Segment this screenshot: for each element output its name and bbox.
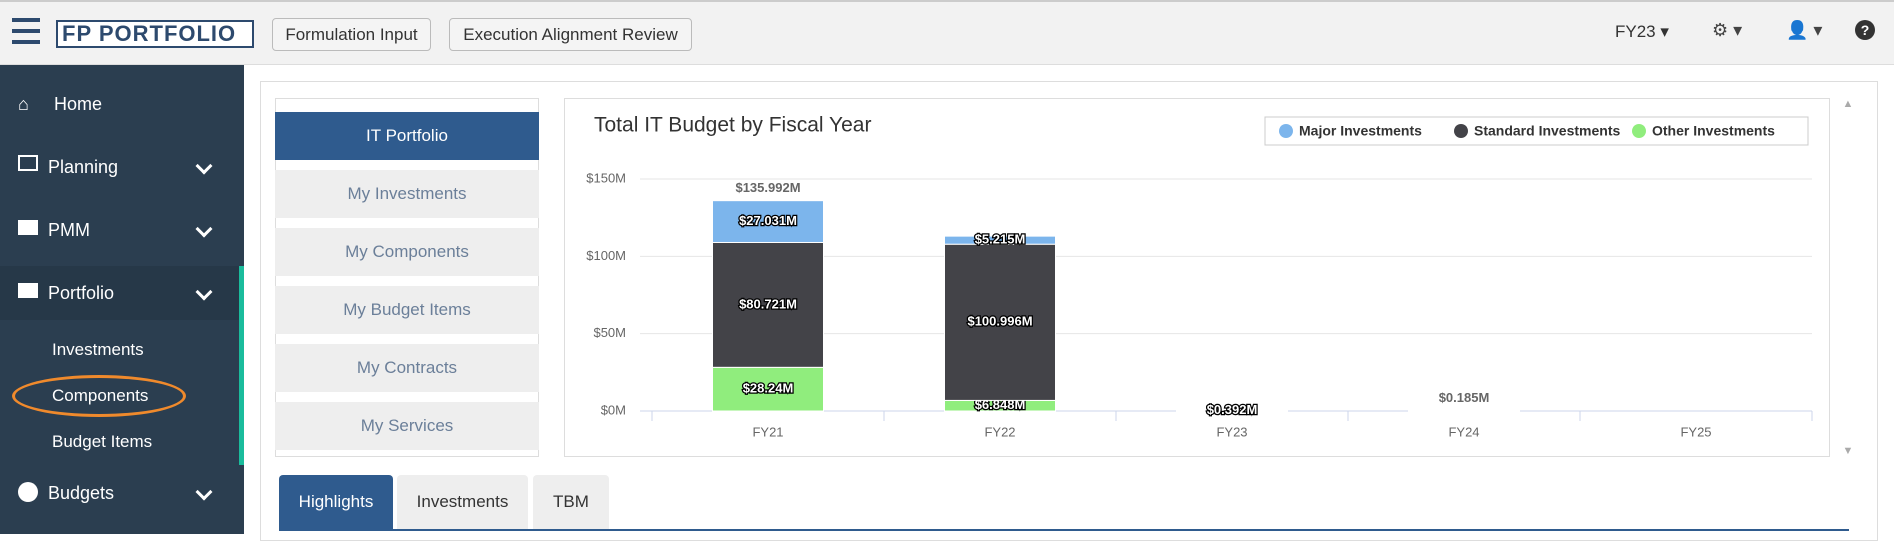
chart: Total IT Budget by Fiscal Year $0M $50M $1… <box>586 114 1813 439</box>
bar-segment <box>944 235 1056 245</box>
data-label: $0.392M <box>1207 402 1258 417</box>
chart-title: Total IT Budget by Fiscal Year <box>594 114 871 137</box>
bar-segment <box>944 243 1056 401</box>
icon <box>18 220 38 235</box>
tab[interactable]: Highlights <box>279 475 393 529</box>
icon: ⌂ <box>18 94 29 114</box>
legend-label: Other Investments <box>1652 123 1775 139</box>
logo[interactable]: FP PORTFOLIO <box>56 20 254 48</box>
y-tick-label: $0M <box>601 402 626 417</box>
data-label: $27.031M <box>739 213 797 228</box>
menu-item[interactable]: My Components <box>275 228 539 276</box>
x-tick-label: FY25 <box>1680 424 1711 439</box>
legend-label: Major Investments <box>1299 123 1422 139</box>
menu-icon[interactable] <box>12 18 40 44</box>
legend-marker <box>1632 124 1646 138</box>
stack-total-label: $135.992M <box>735 180 800 195</box>
sidebar-sub-item[interactable]: Investments <box>52 340 144 359</box>
x-tick-label: FY22 <box>984 424 1015 439</box>
sidebar-item[interactable]: PMM <box>48 220 90 240</box>
tab[interactable]: TBM <box>533 475 609 529</box>
sidebar-item[interactable]: Portfolio <box>48 283 115 303</box>
bar-segment <box>1408 410 1520 412</box>
sidebar-item[interactable]: Planning <box>48 157 119 177</box>
bar-segment <box>1176 409 1288 412</box>
menu-item[interactable]: My Investments <box>275 170 539 218</box>
active-section <box>0 266 239 320</box>
x-tick-label: FY21 <box>752 424 783 439</box>
menu-item[interactable]: My Contracts <box>275 344 539 392</box>
data-label: $80.721M <box>739 296 797 311</box>
highlight-circle <box>12 375 186 417</box>
data-label: $5.215M <box>975 232 1026 247</box>
active-indicator <box>239 266 244 465</box>
icon <box>18 283 38 298</box>
tab[interactable]: Investments <box>397 475 528 529</box>
fiscal-year: FY23 <box>1615 22 1656 41</box>
y-tick-label: $50M <box>593 325 626 340</box>
sidebar-item[interactable]: Home <box>54 94 103 114</box>
nav-button[interactable]: Execution Alignment Review <box>449 18 692 51</box>
tab-underline <box>279 529 1849 531</box>
settings-dropdown[interactable]: ⚙ ▾ <box>1712 20 1743 40</box>
chart-box <box>564 98 1830 457</box>
icon <box>18 155 38 171</box>
icon <box>18 482 38 502</box>
fiscal-year-dropdown[interactable]: FY23 ▾ <box>1615 22 1669 41</box>
portfolio-menu <box>275 98 539 457</box>
stack-total-label: $0.185M <box>1439 390 1490 405</box>
sidebar-item[interactable]: Budgets <box>48 483 115 503</box>
data-label: $100.996M <box>967 314 1032 329</box>
menu-item[interactable]: My Services <box>275 402 539 450</box>
user-dropdown[interactable]: 👤 ▾ <box>1786 20 1823 40</box>
data-label: $28.24M <box>743 381 794 396</box>
y-tick-label: $150M <box>586 170 626 185</box>
help-icon[interactable]: ? <box>1855 20 1875 40</box>
legend-marker <box>1279 124 1293 138</box>
legend-marker <box>1454 124 1468 138</box>
nav-button[interactable]: Formulation Input <box>272 18 431 51</box>
sidebar-sub-item[interactable]: Budget Items <box>52 432 153 451</box>
legend-label: Standard Investments <box>1474 123 1620 139</box>
bar-segment <box>712 200 824 243</box>
menu-item[interactable]: IT Portfolio <box>275 112 539 160</box>
scrollbar[interactable]: ▲ ▼ <box>1842 98 1854 457</box>
y-tick-label: $100M <box>586 248 626 263</box>
menu-item[interactable]: My Budget Items <box>275 286 539 334</box>
x-tick-label: FY23 <box>1216 424 1247 439</box>
legend-box <box>1264 116 1809 146</box>
x-tick-label: FY24 <box>1448 424 1479 439</box>
